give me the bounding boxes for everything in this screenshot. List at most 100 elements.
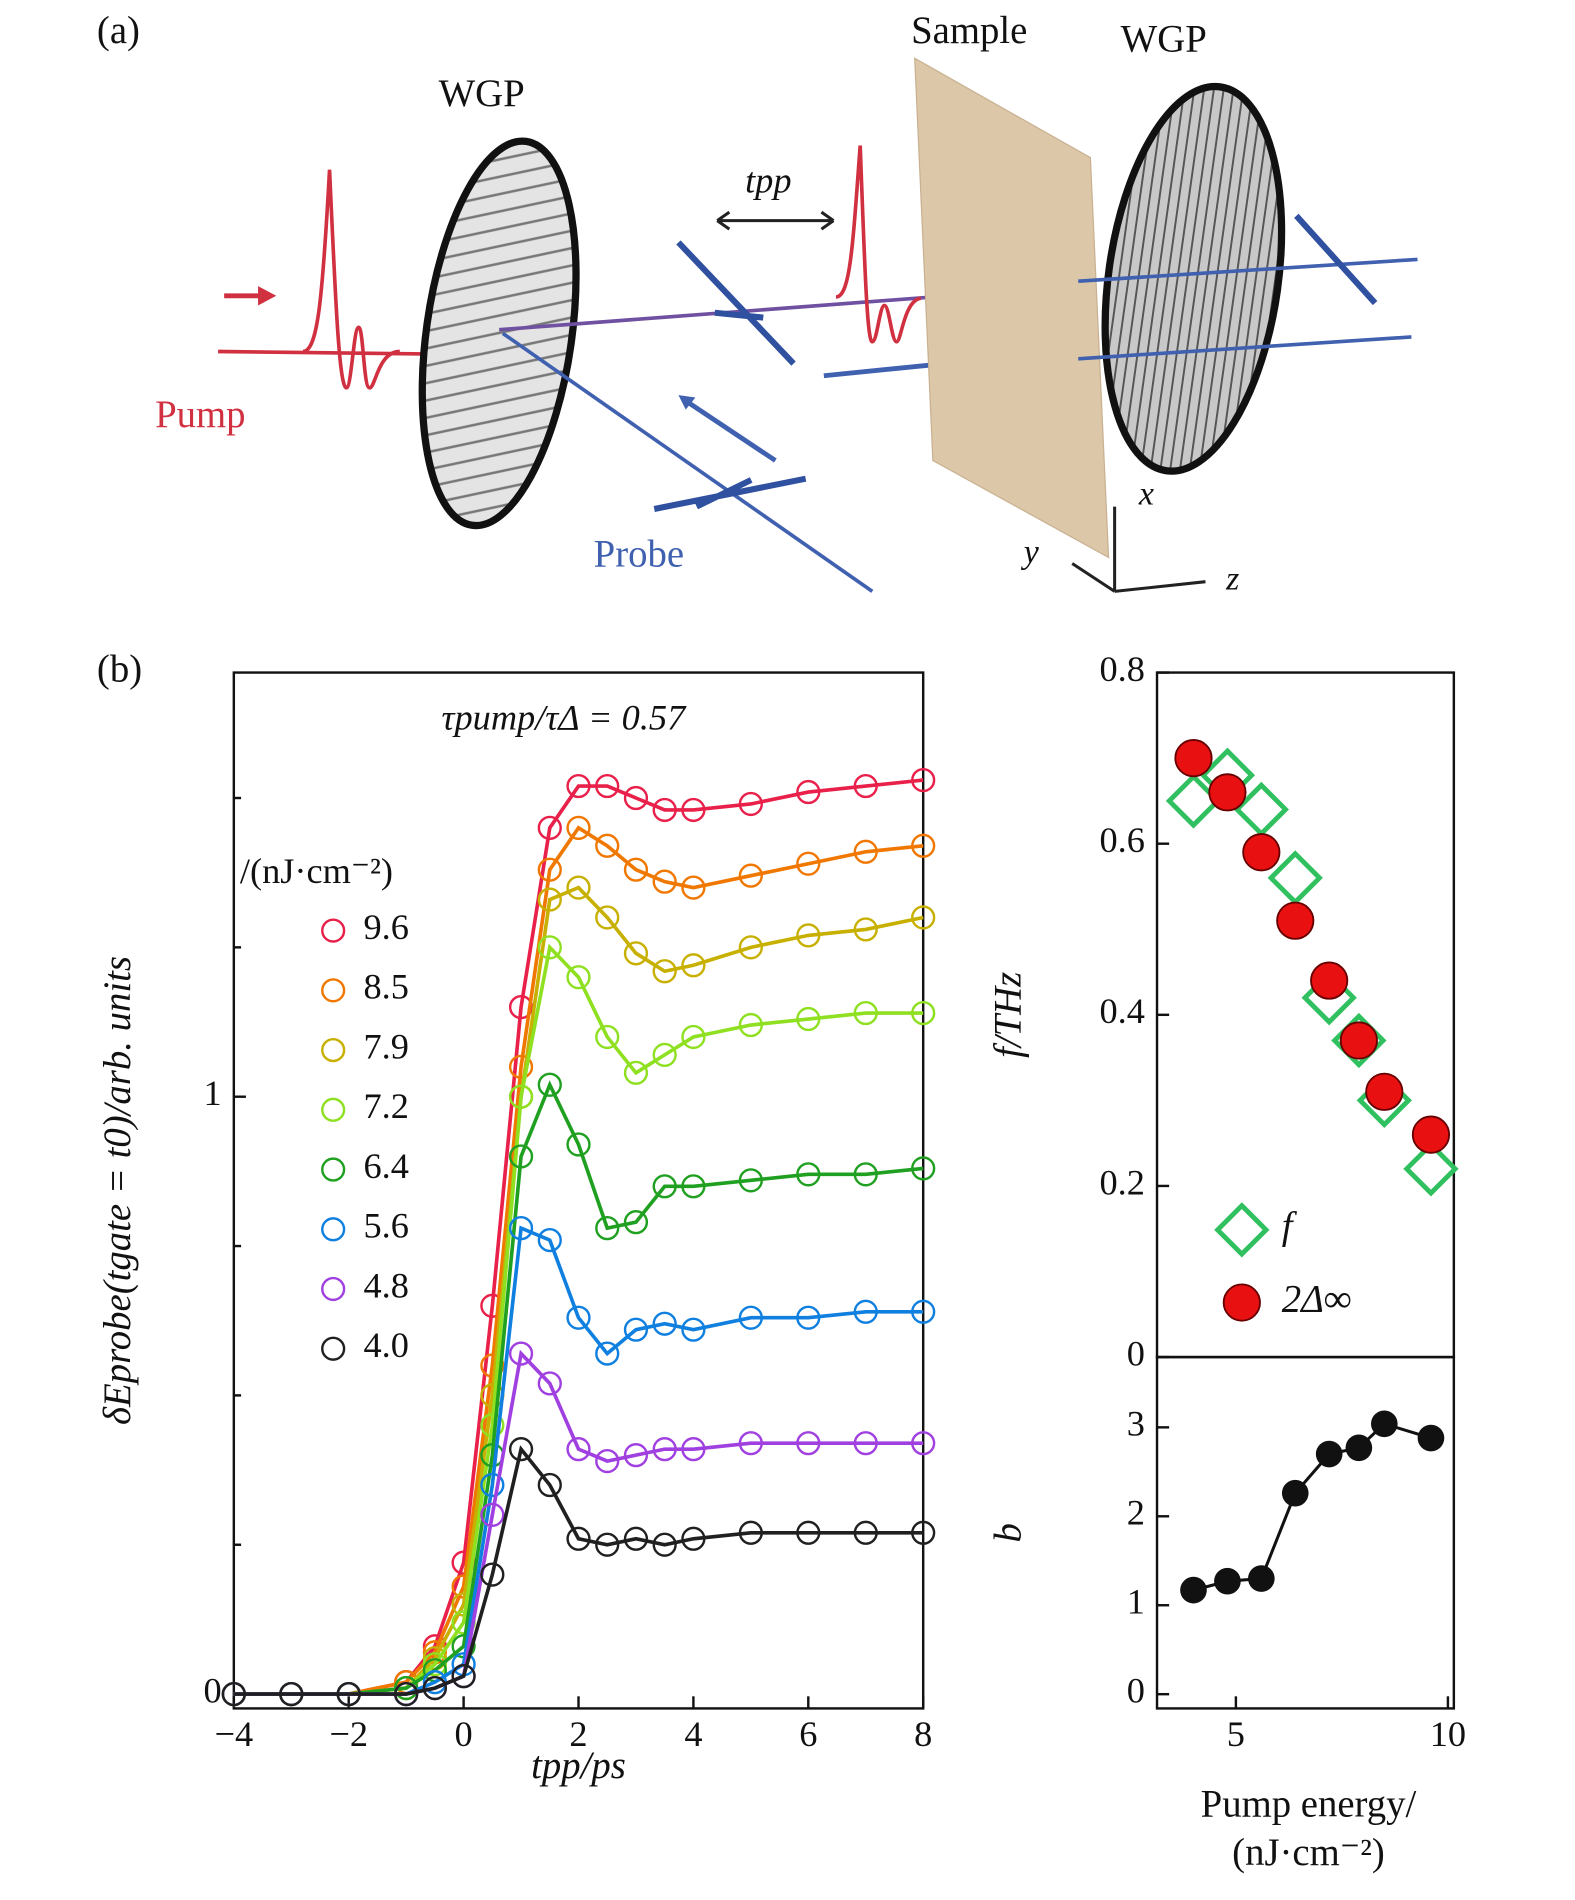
data-point (537, 857, 562, 882)
data-point (537, 1371, 562, 1396)
data-point (911, 1431, 936, 1456)
series-line (233, 885, 924, 1696)
data-point (796, 923, 821, 948)
data-point (595, 1216, 620, 1241)
y-tick-label: 2 (1127, 1493, 1145, 1533)
data-point (652, 1174, 677, 1199)
sample-label: Sample (911, 9, 1027, 52)
data-point (738, 935, 763, 960)
data-point (911, 833, 936, 858)
y-tick-label: 0.2 (1099, 1162, 1144, 1202)
data-point (508, 1084, 534, 1109)
data-point (738, 1168, 763, 1193)
data-point (221, 1681, 246, 1707)
data-point (623, 1526, 649, 1551)
x-tick-label: 0 (455, 1714, 473, 1754)
data-point (566, 773, 591, 799)
x-tick-label: 5 (1227, 1714, 1245, 1754)
data-point (1208, 773, 1247, 812)
data-point (1365, 1072, 1404, 1111)
plot-frame (1155, 1355, 1456, 1710)
data-point (796, 1305, 821, 1330)
data-point (566, 815, 591, 840)
data-point (911, 905, 936, 930)
data-point (537, 1072, 562, 1097)
y-tick-label: 0.6 (1099, 820, 1144, 860)
data-point (279, 1681, 304, 1707)
series-line (1193, 1422, 1432, 1592)
data-point (1403, 1141, 1459, 1197)
data-point (595, 1024, 620, 1050)
data-point (853, 773, 878, 799)
y-axis-label: δEprobe(tgate = t0)/arb. units (96, 956, 139, 1425)
data-point (1411, 1115, 1451, 1154)
data-point (566, 875, 591, 900)
data-point (595, 1532, 620, 1557)
legend-marker (321, 1217, 346, 1242)
data-point (623, 1210, 649, 1235)
panel-label: (b) (97, 647, 142, 690)
data-point (537, 1227, 562, 1253)
legend-label: 5.6 (363, 1206, 408, 1246)
probe-arrowhead (678, 395, 696, 410)
data-point (595, 905, 620, 930)
data-point (681, 1526, 706, 1551)
x-tick-label: 6 (799, 1714, 817, 1754)
data-point (652, 1042, 677, 1067)
data-point (652, 959, 677, 984)
data-point (336, 1681, 361, 1707)
pump-pulse-2 (835, 145, 922, 344)
data-point (1315, 1440, 1343, 1468)
series-line (233, 1349, 924, 1696)
data-point (853, 839, 878, 864)
y-tick-label: 0 (1127, 1333, 1145, 1373)
data-point (853, 1520, 878, 1545)
data-point (508, 1144, 534, 1169)
data-point (566, 965, 591, 990)
data-point (537, 887, 562, 912)
data-point (1345, 1434, 1373, 1462)
data-point (508, 994, 534, 1020)
data-point (681, 1024, 706, 1050)
annotation: τpump/τΔ = 0.57 (441, 697, 687, 737)
data-point (796, 1162, 821, 1187)
data-point (853, 1162, 878, 1187)
wgp-right (1101, 82, 1286, 475)
charts: 0 1 −4 −2 0 2 4 6 8 τpump/τΔ = 0.57 tpp/ps δEprobe(… (96, 649, 1466, 1874)
data-point (652, 869, 677, 894)
y-tick-label: 0 (1127, 1671, 1145, 1711)
y-tick-label: 1 (1127, 1582, 1145, 1622)
legend-marker (321, 1037, 346, 1063)
data-point (1281, 1479, 1309, 1507)
probe-beam (501, 331, 874, 593)
x-tick-label: 10 (1430, 1714, 1466, 1754)
probe-pulse-2 (653, 475, 807, 512)
legend-marker (1222, 1283, 1261, 1322)
data-point (595, 1448, 620, 1474)
data-point (911, 767, 936, 793)
y-axis-label: f/THz (987, 972, 1030, 1058)
data-point (796, 851, 821, 876)
x-axis-label: tpp/ps (531, 1744, 626, 1787)
data-point (681, 953, 706, 978)
x-tick-label: 8 (914, 1714, 932, 1754)
data-point (1339, 1021, 1378, 1060)
data-point (911, 1156, 936, 1181)
data-point (480, 1562, 505, 1587)
data-point (738, 1431, 763, 1456)
data-point (681, 1437, 706, 1462)
data-point (652, 1437, 677, 1462)
y-tick-label: 0.8 (1099, 649, 1144, 689)
data-point (652, 1532, 677, 1557)
data-point (911, 1000, 936, 1026)
out-beam-1 (1078, 257, 1418, 284)
legend-label: 4.8 (363, 1265, 408, 1305)
data-point (1310, 961, 1349, 1000)
legend-marker (321, 978, 346, 1003)
data-point (853, 1000, 878, 1026)
legend-label: 7.2 (363, 1086, 408, 1126)
data-point (537, 1472, 562, 1498)
data-point (595, 833, 620, 858)
data-point (508, 1054, 534, 1079)
